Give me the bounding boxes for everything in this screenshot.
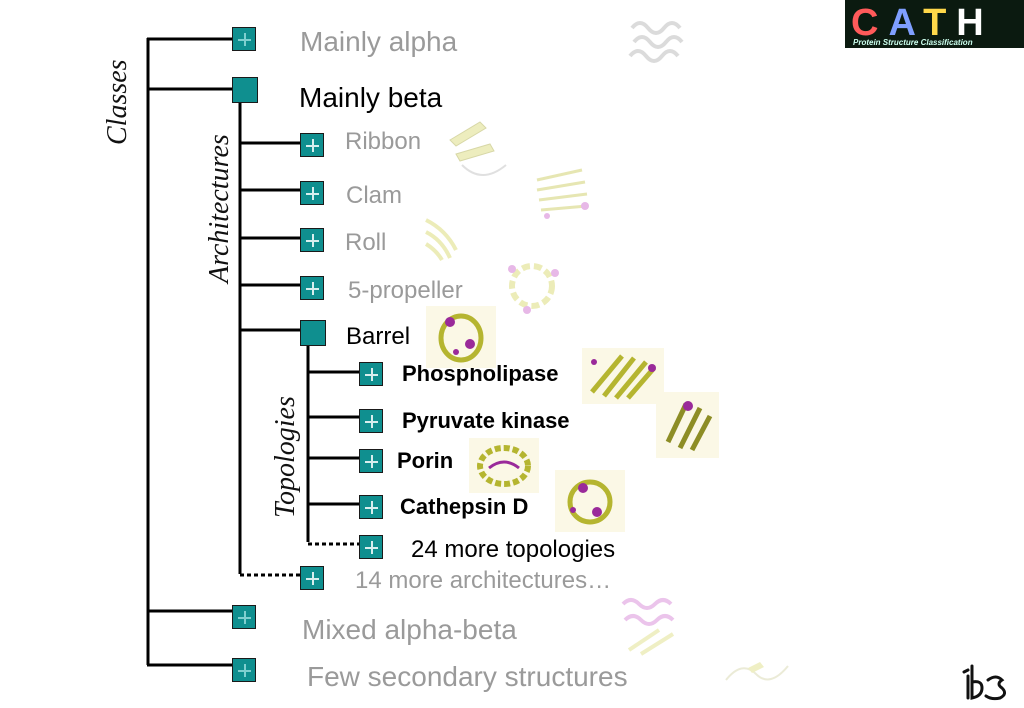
protein-thumbnail-mixed-alpha-beta	[621, 598, 675, 656]
arch-label-more-architectures[interactable]: 14 more architectures…	[355, 567, 612, 594]
topo-label-cathepsin-d[interactable]: Cathepsin D	[400, 494, 529, 519]
class-mainly-alpha-expand-button[interactable]	[232, 27, 256, 51]
logo-letter: A	[888, 2, 924, 44]
cath-logo-text: CATH	[851, 2, 994, 45]
logo-letter: T	[923, 2, 957, 44]
protein-thumbnail-pyruvate-kinase	[656, 392, 719, 458]
protein-thumbnail-phospholipase	[582, 348, 664, 404]
protein-thumbnail-mainly-alpha	[628, 21, 684, 63]
cath-logo-subtitle: Protein Structure Classification	[853, 38, 973, 47]
logo-letter: H	[956, 2, 994, 44]
plus-icon	[371, 501, 373, 514]
protein-thumbnail-cathepsin-d	[555, 470, 625, 532]
plus-icon	[371, 415, 373, 428]
topo-label-more-topologies[interactable]: 24 more topologies	[411, 536, 616, 563]
arch-label-ribbon[interactable]: Ribbon	[345, 128, 422, 155]
class-label-few-secondary-structures[interactable]: Few secondary structures	[307, 661, 628, 692]
plus-icon	[244, 33, 246, 46]
class-label-mixed-alpha-beta[interactable]: Mixed alpha-beta	[302, 614, 517, 645]
plus-icon	[312, 234, 314, 247]
classes-axis-label: Classes	[102, 59, 133, 145]
class-mixed-alpha-beta-expand-button[interactable]	[232, 605, 256, 629]
arch-5-propeller-expand-button[interactable]	[300, 276, 324, 300]
topo-label-pyruvate-kinase[interactable]: Pyruvate kinase	[402, 408, 570, 433]
topologies-axis-label: Topologies	[270, 396, 301, 518]
plus-icon	[312, 282, 314, 295]
topo-porin-expand-button[interactable]	[359, 449, 383, 473]
protein-thumbnail-few-secondary	[725, 662, 789, 681]
protein-thumbnail-ribbon	[449, 121, 507, 176]
plus-icon	[244, 611, 246, 624]
topo-more-expand-button[interactable]	[359, 535, 383, 559]
plus-icon	[371, 455, 373, 468]
arch-ribbon-expand-button[interactable]	[300, 133, 324, 157]
arch-barrel-collapse-button[interactable]	[300, 320, 326, 346]
ibs-logo-icon	[962, 664, 1007, 701]
topo-cathepsin-d-expand-button[interactable]	[359, 495, 383, 519]
arch-more-expand-button[interactable]	[300, 566, 324, 590]
logo-letter: C	[851, 2, 889, 44]
architectures-axis-label: Architectures	[204, 134, 235, 283]
class-label-mainly-beta[interactable]: Mainly beta	[299, 82, 443, 113]
arch-label-barrel[interactable]: Barrel	[346, 323, 411, 350]
arch-label-clam[interactable]: Clam	[346, 182, 403, 209]
cath-logo: CATH Protein Structure Classification	[845, 0, 1024, 48]
arch-roll-expand-button[interactable]	[300, 228, 324, 252]
class-few-secondary-expand-button[interactable]	[232, 658, 256, 682]
topo-label-phospholipase[interactable]: Phospholipase	[402, 361, 559, 386]
plus-icon	[244, 664, 246, 677]
plus-icon	[312, 572, 314, 585]
plus-icon	[312, 139, 314, 152]
plus-icon	[371, 368, 373, 381]
plus-icon	[312, 187, 314, 200]
logo-letter-c: CATH	[851, 2, 994, 44]
arch-label-5-propeller[interactable]: 5-propeller	[348, 277, 463, 304]
protein-thumbnail-roll	[424, 218, 458, 262]
plus-icon	[371, 541, 373, 554]
class-label-mainly-alpha[interactable]: Mainly alpha	[300, 26, 458, 57]
protein-thumbnail-5-propeller	[508, 263, 559, 314]
topo-phospholipase-expand-button[interactable]	[359, 362, 383, 386]
arch-clam-expand-button[interactable]	[300, 181, 324, 205]
topo-pyruvate-kinase-expand-button[interactable]	[359, 409, 383, 433]
arch-label-roll[interactable]: Roll	[345, 229, 387, 256]
topo-label-porin[interactable]: Porin	[397, 448, 454, 473]
class-mainly-beta-collapse-button[interactable]	[232, 77, 258, 103]
protein-thumbnail-porin	[469, 438, 539, 493]
protein-thumbnail-clam	[536, 168, 589, 219]
protein-thumbnail-barrel	[426, 306, 496, 368]
